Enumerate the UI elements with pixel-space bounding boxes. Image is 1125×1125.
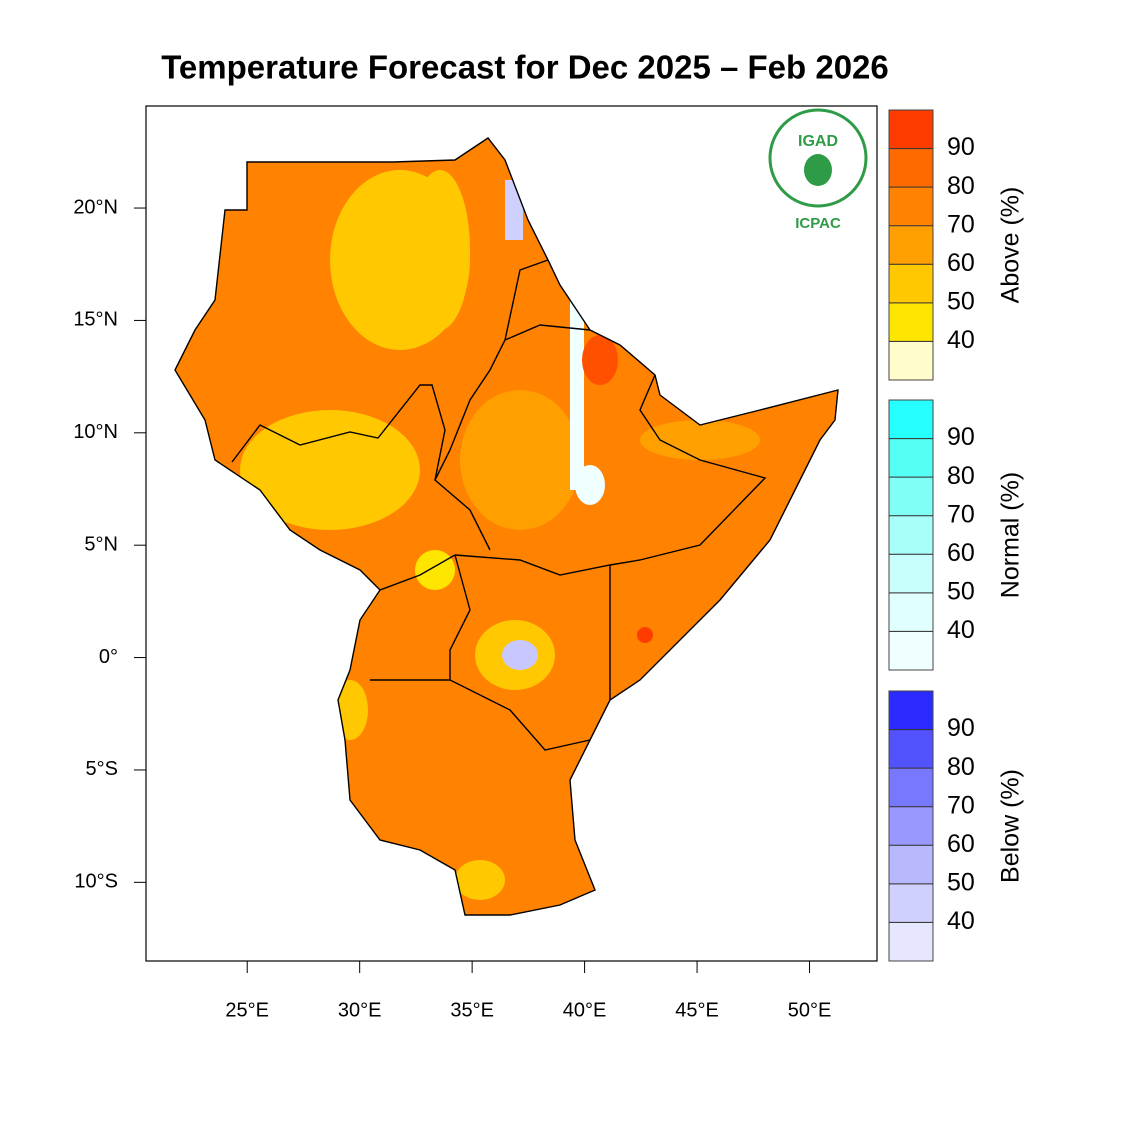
y-tick-label: 10°N (73, 421, 118, 443)
colorbar-frame (888, 109, 934, 381)
y-tick-label: 5°N (84, 533, 118, 555)
colorbar-bin (888, 186, 934, 227)
colorbar-tick-label: 40 (947, 907, 975, 935)
x-tick-label: 40°E (563, 999, 607, 1021)
colorbar-bin (888, 225, 934, 265)
y-tick-label: 10°S (74, 871, 118, 893)
y-tick-label: 5°S (86, 758, 118, 780)
colorbar-bin (888, 844, 934, 885)
colorbar-label: Below (%) (997, 769, 1025, 883)
colorbar-tick-label: 80 (947, 462, 975, 490)
y-tick-label: 0° (99, 646, 118, 668)
x-tick-label: 30°E (338, 999, 382, 1021)
colorbar-bin (888, 690, 934, 730)
colorbar-bin (888, 922, 934, 962)
logo: IGAD ICPAC (768, 108, 868, 232)
colorbar-bin (888, 729, 934, 769)
colorbar-tick-label: 40 (947, 616, 975, 644)
logo-top: IGAD (798, 133, 838, 150)
colorbar-bin (888, 631, 934, 671)
colorbar-tick-label: 50 (947, 577, 975, 605)
colorbar-bin (888, 148, 934, 188)
x-tick-label: 50°E (788, 999, 832, 1021)
colorbar-bin (888, 109, 934, 149)
colorbar-tick-label: 60 (947, 539, 975, 567)
colorbar-tick-label: 60 (947, 830, 975, 858)
colorbar-bin (888, 476, 934, 517)
colorbar-bin (888, 515, 934, 555)
colorbar-bin (888, 438, 934, 478)
colorbar-bin (888, 263, 934, 304)
colorbar-label: Normal (%) (997, 472, 1025, 598)
colorbar-tick-label: 50 (947, 868, 975, 896)
colorbar-frame (888, 399, 934, 671)
map-frame (145, 105, 878, 962)
boundaries (174, 137, 839, 916)
colorbar-tick-label: 80 (947, 172, 975, 200)
colorbar-frame (888, 690, 934, 962)
colorbar-tick-label: 70 (947, 500, 975, 528)
colorbar-tick-label: 60 (947, 249, 975, 277)
colorbar-tick-label: 70 (947, 791, 975, 819)
y-tick-label: 20°N (73, 196, 118, 218)
logo-bottom: ICPAC (795, 215, 841, 232)
colorbar-tick-label: 90 (947, 714, 975, 742)
y-tick-label: 15°N (73, 309, 118, 331)
colorbar-tick-label: 50 (947, 287, 975, 315)
x-tick-label: 45°E (675, 999, 719, 1021)
colorbar-tick-label: 90 (947, 133, 975, 161)
colorbar-bin (888, 592, 934, 632)
colorbar-bin (888, 399, 934, 439)
logo-map (804, 154, 832, 186)
colorbar-bin (888, 553, 934, 594)
title: Temperature Forecast for Dec 2025 – Feb … (161, 49, 889, 86)
x-tick-label: 25°E (225, 999, 269, 1021)
colorbar-tick-label: 80 (947, 753, 975, 781)
colorbar-tick-label: 90 (947, 423, 975, 451)
x-tick-label: 35°E (450, 999, 494, 1021)
colorbar-tick-label: 40 (947, 326, 975, 354)
colorbar-bin (888, 883, 934, 923)
colorbar-tick-label: 70 (947, 210, 975, 238)
colorbar-bin (888, 767, 934, 808)
colorbar-label: Above (%) (997, 187, 1025, 304)
colorbar-bin (888, 341, 934, 381)
colorbar-bin (888, 806, 934, 846)
colorbar-bin (888, 302, 934, 342)
forecast-field (175, 138, 838, 915)
